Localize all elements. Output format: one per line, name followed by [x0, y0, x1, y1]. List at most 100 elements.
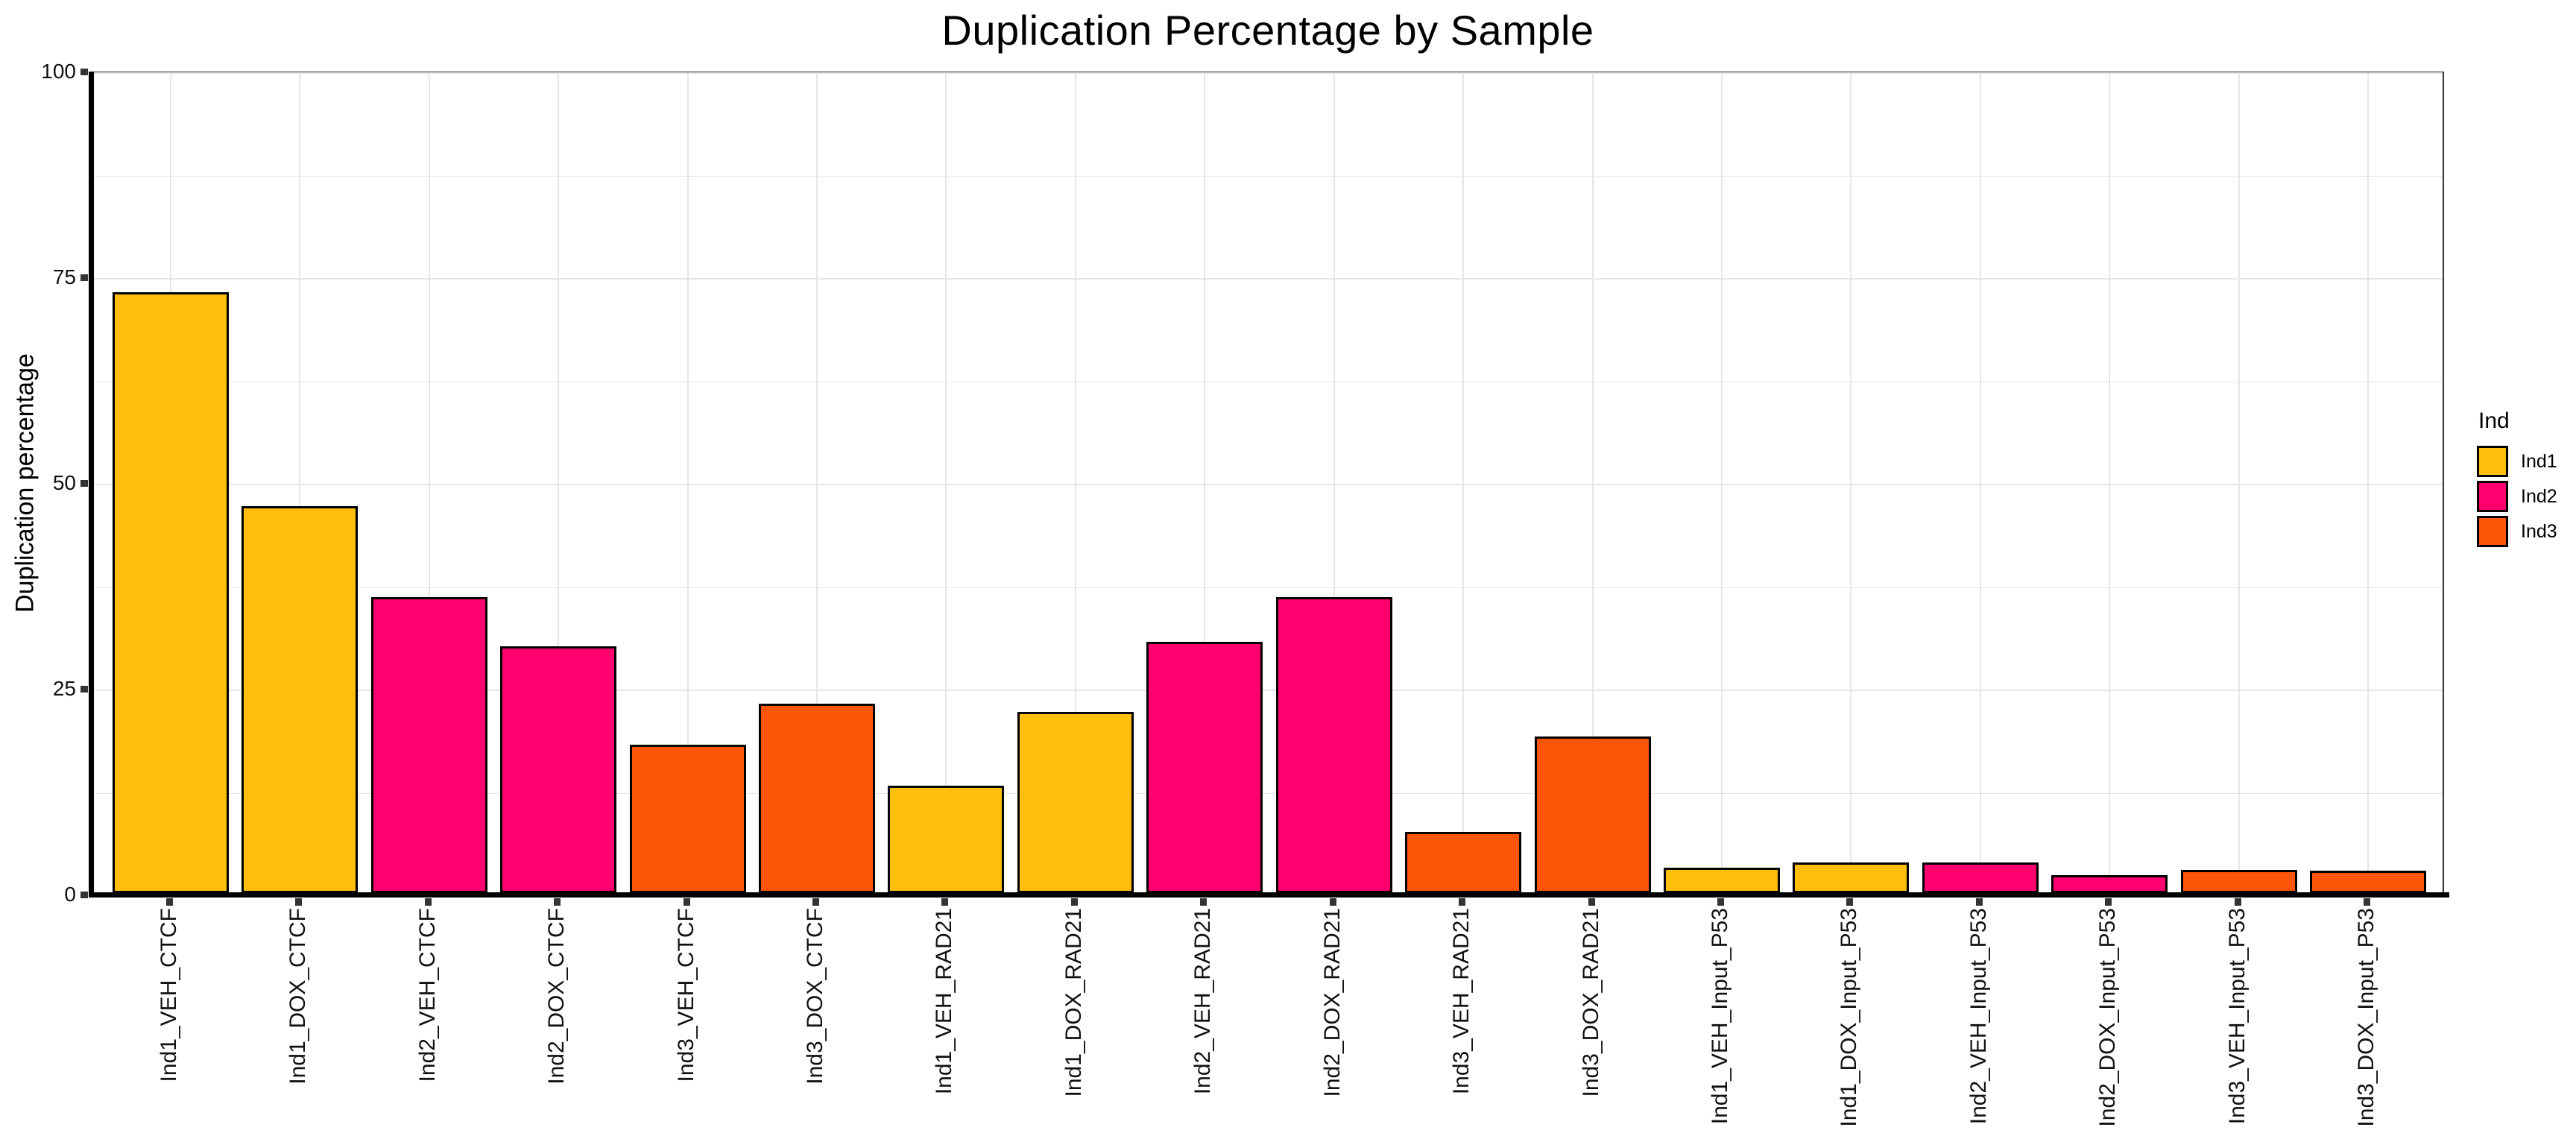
x-tick-label: Ind2_DOX_RAD21 [1320, 908, 1345, 1097]
x-tick-label: Ind2_DOX_CTCF [544, 908, 569, 1085]
bar-Ind3_VEH_Input_P53 [2181, 870, 2297, 893]
x-tick-label-text: Ind1_DOX_Input_P53 [1837, 908, 1862, 1127]
gridline-minor-y [93, 587, 2443, 588]
x-tick-label: Ind1_VEH_RAD21 [932, 908, 957, 1094]
x-tick-label-text: Ind1_DOX_CTCF [285, 908, 311, 1085]
x-tick [1329, 898, 1336, 906]
gridline-major-x [1204, 73, 1206, 893]
legend-item-Ind2: Ind2 [2477, 481, 2557, 512]
legend-item-label: Ind1 [2521, 450, 2557, 472]
x-tick-label-text: Ind1_VEH_CTCF [157, 908, 182, 1082]
y-axis-line [89, 72, 94, 898]
y-tick-label: 50 [52, 471, 76, 494]
x-tick-label-text: Ind3_VEH_Input_P53 [2224, 908, 2250, 1125]
x-tick-label-text: Ind3_VEH_CTCF [673, 908, 698, 1082]
legend-items: Ind1 Ind2 Ind3 [2471, 446, 2557, 547]
legend-title: Ind [2478, 409, 2510, 433]
x-tick-label: Ind2_VEH_Input_P53 [1966, 908, 1992, 1124]
legend-key-swatch [2477, 446, 2508, 477]
x-tick [1200, 898, 1208, 906]
bar-Ind3_DOX_CTCF [759, 704, 875, 893]
x-tick-label-text: Ind2_DOX_CTCF [544, 908, 569, 1085]
bar-Ind1_VEH_CTCF [113, 292, 229, 893]
gridline-major-x [1074, 73, 1076, 893]
plot-panel [92, 72, 2444, 897]
x-tick-label-text: Ind2_DOX_RAD21 [1319, 908, 1345, 1097]
gridline-major-x [428, 73, 430, 893]
x-tick-label-text: Ind2_VEH_CTCF [414, 908, 440, 1082]
gridline-major-y [93, 72, 2443, 74]
x-tick [2105, 898, 2112, 906]
x-tick-label-text: Ind2_DOX_Input_P53 [2095, 908, 2121, 1127]
x-tick-label: Ind3_DOX_CTCF [803, 908, 828, 1085]
x-tick-label: Ind3_VEH_RAD21 [1449, 908, 1474, 1094]
x-tick-label: Ind2_VEH_RAD21 [1190, 908, 1216, 1094]
bar-Ind2_VEH_Input_P53 [1922, 862, 2039, 893]
gridline-minor-y [93, 793, 2443, 794]
x-tick-label-text: Ind1_DOX_RAD21 [1061, 908, 1086, 1097]
gridline-major-x [1333, 73, 1335, 893]
x-tick-label: Ind2_DOX_Input_P53 [2095, 908, 2121, 1127]
x-tick [554, 898, 561, 906]
x-tick [295, 898, 303, 906]
gridline-major-x [686, 73, 689, 893]
y-tick [80, 686, 88, 693]
chart-title: Duplication Percentage by Sample [941, 7, 1594, 54]
x-tick [1070, 898, 1078, 906]
x-tick-label-text: Ind1_VEH_Input_P53 [1707, 908, 1732, 1125]
y-tick-label: 25 [52, 677, 76, 700]
bar-Ind3_VEH_CTCF [630, 745, 746, 893]
x-axis-line [89, 892, 2449, 898]
x-tick [941, 898, 949, 906]
gridline-major-x [2109, 73, 2111, 893]
bar-Ind2_DOX_Input_P53 [2051, 875, 2168, 893]
bar-Ind1_DOX_RAD21 [1017, 712, 1134, 893]
x-tick [1588, 898, 1595, 906]
gridline-major-x [816, 73, 818, 893]
x-tick-label: Ind1_DOX_Input_P53 [1837, 908, 1862, 1127]
gridline-major-y [93, 690, 2443, 691]
gridline-major-x [1979, 73, 1981, 893]
x-tick-label-text: Ind2_VEH_Input_P53 [1966, 908, 1991, 1125]
x-tick-label: Ind3_VEH_Input_P53 [2225, 908, 2250, 1124]
x-tick-label: Ind2_VEH_CTCF [415, 908, 441, 1082]
x-tick-label: Ind3_DOX_Input_P53 [2354, 908, 2379, 1127]
x-tick [1459, 898, 1466, 906]
gridline-major-x [1720, 73, 1723, 893]
gridline-major-x [299, 73, 301, 893]
x-tick-label: Ind1_DOX_CTCF [285, 908, 311, 1085]
x-tick-label: Ind1_VEH_Input_P53 [1708, 908, 1733, 1124]
x-tick-label-text: Ind1_VEH_RAD21 [932, 908, 957, 1095]
gridline-major-x [2367, 73, 2369, 893]
x-tick [1846, 898, 1854, 906]
x-tick-label: Ind1_VEH_CTCF [157, 908, 182, 1082]
bar-Ind2_DOX_RAD21 [1276, 597, 1392, 893]
gridline-major-y [93, 484, 2443, 485]
gridline-major-x [1850, 73, 1852, 893]
x-tick-label: Ind3_DOX_RAD21 [1579, 908, 1604, 1097]
bar-Ind2_DOX_CTCF [500, 646, 616, 893]
gridline-major-x [945, 73, 947, 893]
x-tick [2234, 898, 2241, 906]
y-tick-label: 75 [52, 265, 76, 288]
bar-Ind1_DOX_CTCF [242, 506, 358, 893]
x-tick-label-text: Ind3_DOX_CTCF [803, 908, 828, 1085]
x-tick-label: Ind3_VEH_CTCF [674, 908, 699, 1082]
legend-item-Ind3: Ind3 [2477, 516, 2557, 547]
bar-Ind2_VEH_RAD21 [1146, 642, 1263, 893]
x-tick [424, 898, 432, 906]
x-tick-label-text: Ind3_VEH_RAD21 [1449, 908, 1474, 1095]
x-tick-label-text: Ind3_DOX_RAD21 [1578, 908, 1603, 1097]
y-tick [80, 274, 88, 281]
x-tick-label-text: Ind3_DOX_Input_P53 [2353, 908, 2378, 1127]
y-tick [80, 480, 88, 487]
legend-item-label: Ind2 [2521, 485, 2557, 507]
gridline-major-y [93, 278, 2443, 280]
legend-key-swatch [2477, 481, 2508, 512]
bar-Ind1_DOX_Input_P53 [1793, 862, 1909, 893]
x-tick-label-text: Ind2_VEH_RAD21 [1190, 908, 1216, 1095]
x-tick [1975, 898, 1983, 906]
x-tick [166, 898, 174, 906]
legend: Ind Ind1 Ind2 Ind3 [2471, 409, 2557, 551]
